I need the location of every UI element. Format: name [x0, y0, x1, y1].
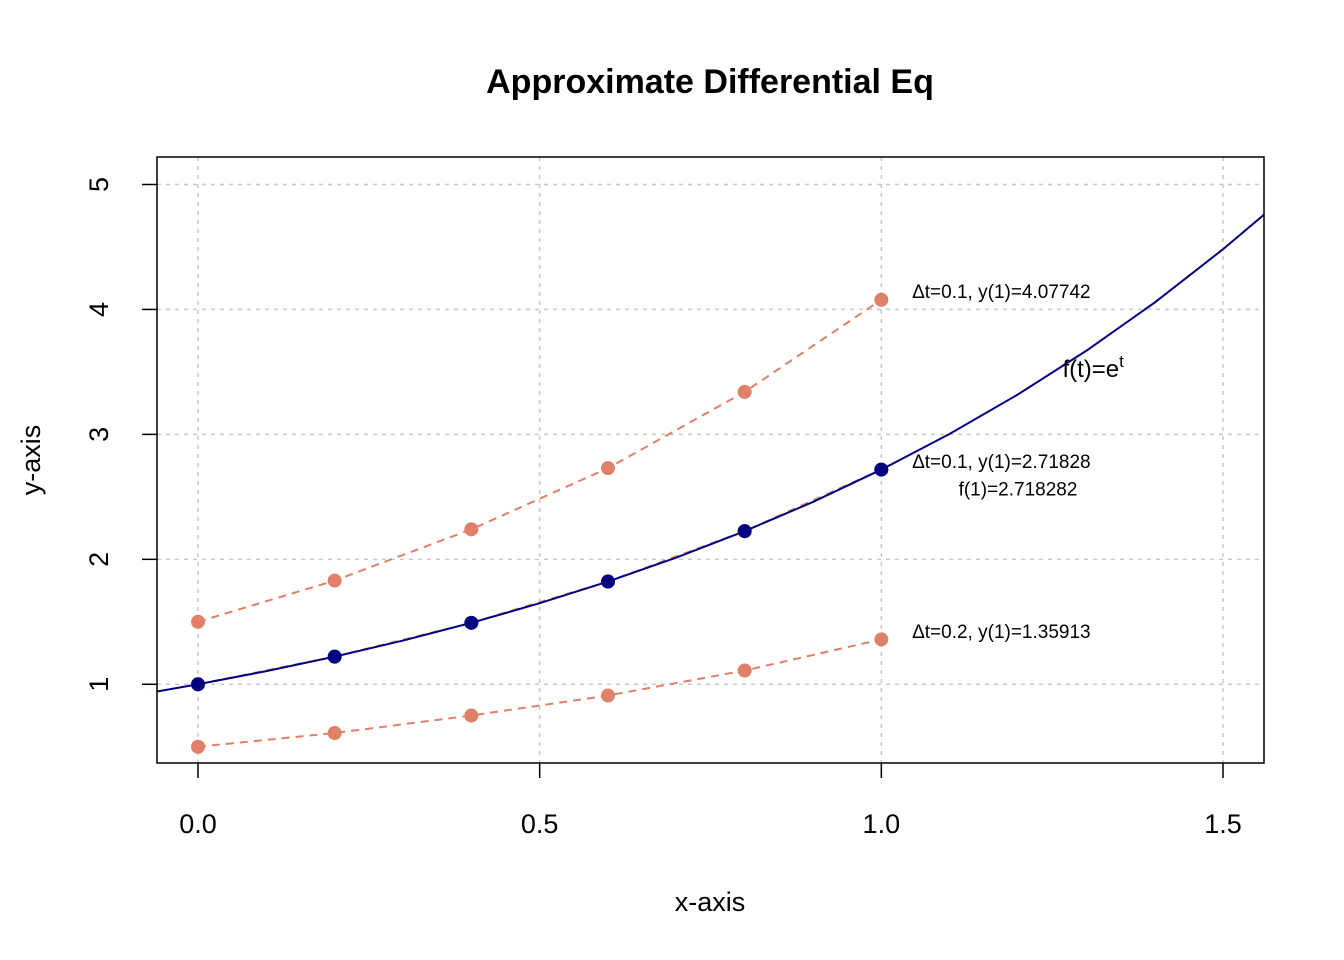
series-2-point-2	[464, 708, 479, 723]
anno-curve: f(t)=et	[1062, 352, 1124, 383]
series-4-point-3	[601, 574, 615, 589]
plot-frame	[156, 156, 1265, 764]
anno-lower-text: Δt=0.2, y(1)=1.35913	[912, 622, 1091, 643]
anno-exact-value-text: f(1)=2.718282	[959, 480, 1078, 501]
annotations: Δt=0.1, y(1)=4.07742 Δt=0.1, y(1)=2.71828…	[912, 282, 1124, 643]
y-tick-label-0: 1	[84, 677, 114, 692]
anno-upper: Δt=0.1, y(1)=4.07742	[912, 282, 1091, 303]
series-3-line	[157, 213, 1264, 693]
x-tick-label-3: 1.5	[1204, 809, 1242, 839]
anno-middle-text: Δt=0.1, y(1)=2.71828	[912, 452, 1091, 473]
anno-exact-value: f(1)=2.718282	[959, 480, 1078, 501]
chart-title: Approximate Differential Eq	[486, 63, 934, 101]
y-tick-label-4: 5	[84, 177, 114, 192]
y-axis-label: y-axis	[16, 425, 46, 496]
series-2-point-4	[737, 663, 752, 678]
series-4-point-4	[737, 524, 752, 539]
grid-lines	[157, 157, 1264, 763]
series-2-point-3	[601, 688, 615, 703]
anno-curve-superscript: t	[1119, 352, 1124, 371]
anno-lower: Δt=0.2, y(1)=1.35913	[912, 622, 1091, 643]
anno-curve-text: f(t)=e	[1062, 356, 1119, 383]
series-4-point-5	[874, 462, 889, 477]
series-2-point-5	[874, 632, 889, 647]
series-0-point-4	[737, 384, 752, 399]
series-2-line	[197, 638, 882, 748]
x-tick-label-0: 0.0	[179, 809, 217, 839]
x-tick-label-2: 1.0	[863, 809, 901, 839]
series-0-line	[197, 298, 882, 623]
y-tick-label-3: 4	[84, 302, 114, 317]
series-0-point-0	[191, 614, 205, 629]
series-2-point-0	[191, 739, 205, 754]
series-0-point-3	[601, 461, 615, 476]
anno-middle: Δt=0.1, y(1)=2.71828	[912, 452, 1091, 473]
series-0-point-2	[464, 522, 479, 537]
series-4-point-1	[327, 649, 342, 664]
y-tick-label-1: 2	[84, 552, 114, 567]
series-4-point-2	[464, 615, 479, 630]
y-tick-label-2: 3	[84, 427, 114, 442]
series-0-point-1	[327, 573, 342, 588]
anno-upper-text: Δt=0.1, y(1)=4.07742	[912, 282, 1091, 303]
series-2-point-1	[327, 726, 342, 741]
axes: 0.0 0.5 1.0 1.5 1 2 3 4 5	[84, 177, 1242, 839]
x-axis-label: x-axis	[675, 887, 746, 917]
series-4-point-0	[191, 677, 205, 692]
x-tick-label-1: 0.5	[521, 809, 559, 839]
series-layer	[157, 213, 1264, 754]
series-0-point-5	[874, 292, 889, 307]
